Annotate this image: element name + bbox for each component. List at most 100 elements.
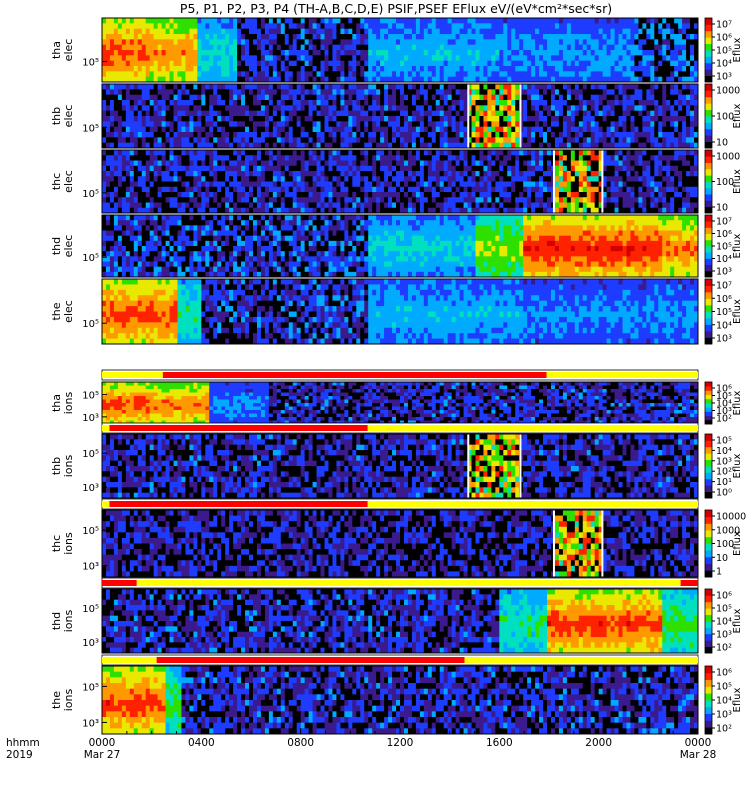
colorbar-tick-label: 10 [716, 138, 728, 149]
colorbar-step [705, 570, 712, 577]
colorbar-tick-label: 10² [716, 467, 732, 478]
date-label-start: Mar 27 [84, 749, 121, 761]
quality-flag-segment [109, 425, 367, 431]
colorbar-label: Eflux [732, 687, 743, 712]
colorbar-step [705, 150, 712, 157]
colorbar-tick-label: 10⁵ [716, 682, 732, 693]
colorbar-step [705, 640, 712, 647]
colorbar-tick-label: 10⁶ [716, 229, 732, 240]
y-tick-label: 10⁵ [82, 604, 99, 615]
colorbar-step [705, 207, 712, 214]
colorbar-step [705, 390, 712, 395]
colorbar-step [705, 395, 712, 400]
colorbar-step [705, 523, 712, 530]
x-axis-year-label: 2019 [6, 749, 33, 761]
panel-label-species: elec [62, 39, 75, 62]
spectrogram-cells [102, 150, 698, 213]
colorbar-step [705, 399, 712, 404]
colorbar-tick-label: 10 [716, 203, 728, 214]
colorbar-tick-label: 10⁶ [716, 33, 732, 44]
colorbar-step [705, 466, 712, 473]
colorbar-step [705, 338, 712, 345]
y-tick-label: 10⁵ [82, 189, 99, 200]
spectrogram-cells [102, 18, 698, 82]
colorbar-tick-label: 1000 [716, 86, 740, 97]
colorbar-step [705, 194, 712, 201]
colorbar-step [705, 76, 712, 83]
colorbar-step [705, 693, 712, 700]
colorbar-tick-label: 10⁵ [716, 604, 732, 615]
colorbar-tick-label: 10⁴ [716, 446, 732, 457]
colorbar-step [705, 382, 712, 387]
colorbar-step [705, 44, 712, 51]
colorbar-step [705, 510, 712, 517]
colorbar-label: Eflux [732, 299, 743, 324]
colorbar-step [705, 156, 712, 163]
colorbar-step [705, 479, 712, 486]
quality-good-segment [368, 501, 698, 507]
spectrogram-cells [102, 510, 698, 577]
colorbar-tick-label: 10⁴ [716, 59, 732, 70]
colorbar-tick-label: 10⁵ [716, 436, 732, 447]
colorbar-tick-label: 10⁴ [716, 696, 732, 707]
colorbar-step [705, 544, 712, 551]
colorbar-step [705, 595, 712, 602]
y-tick-label: 10⁵ [82, 253, 99, 264]
colorbar-tick-label: 10⁶ [716, 294, 732, 305]
colorbar-tick-label: 10³ [716, 710, 732, 721]
y-tick-label: 10⁵ [82, 124, 99, 135]
colorbar-step [705, 97, 712, 104]
colorbar-step [705, 312, 712, 319]
colorbar-step [705, 318, 712, 325]
colorbar-step [705, 103, 712, 110]
quality-bar [102, 655, 698, 665]
colorbar-step [705, 564, 712, 571]
colorbar-step [705, 90, 712, 97]
x-tick-label: 1200 [387, 737, 414, 749]
y-tick-label: 10³ [82, 718, 99, 729]
colorbar-step [705, 24, 712, 31]
colorbar-tick-label: 10⁵ [716, 242, 732, 253]
colorbar-step [705, 110, 712, 117]
colorbar-step [705, 50, 712, 57]
colorbar-step [705, 271, 712, 278]
colorbar-tick-label: 10¹ [716, 477, 732, 488]
x-tick-label: 0000 [89, 737, 116, 749]
spectrogram-cells [102, 589, 698, 653]
panel-label-species: elec [62, 300, 75, 323]
colorbar-tick-label: 10⁷ [716, 281, 732, 292]
colorbar-step [705, 331, 712, 338]
colorbar-label: Eflux [732, 531, 743, 556]
colorbar-tick-label: 10⁵ [716, 307, 732, 318]
y-tick-label: 10⁵ [82, 319, 99, 330]
x-axis-format-label: hhmm [6, 737, 40, 749]
colorbar-tick-label: 10³ [716, 267, 732, 278]
colorbar-step [705, 727, 712, 734]
quality-bar [102, 423, 698, 433]
spectrogram-cells [102, 382, 698, 424]
figure-title: P5, P1, P2, P3, P4 (TH-A,B,C,D,E) PSIF,P… [180, 1, 612, 16]
colorbar-step [705, 292, 712, 299]
panel-label-species: ions [62, 532, 75, 555]
colorbar-step [705, 589, 712, 596]
quality-good-segment [102, 425, 109, 431]
colorbar-tick-label: 10³ [716, 630, 732, 641]
colorbar-step [705, 472, 712, 479]
colorbar-step [705, 416, 712, 421]
colorbar-tick-label: 10² [716, 724, 732, 735]
y-tick-label: 10⁵ [82, 391, 99, 402]
colorbar-tick-label: 10⁶ [716, 591, 732, 602]
y-tick-label: 10³ [82, 562, 99, 573]
